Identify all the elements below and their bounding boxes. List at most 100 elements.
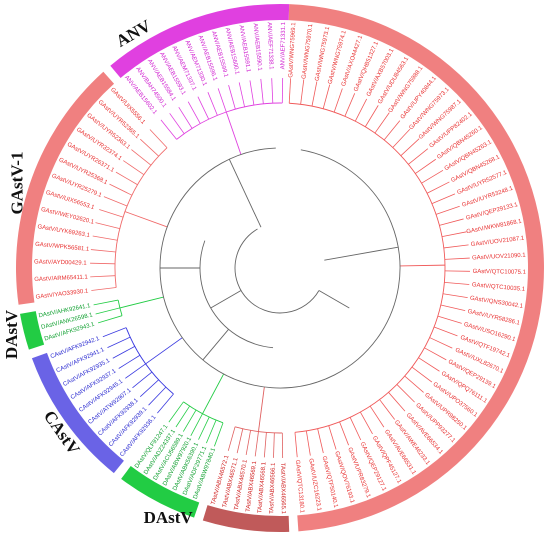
branch-tip xyxy=(178,107,193,129)
branch-tip xyxy=(90,262,116,265)
branch-tip xyxy=(97,315,123,324)
branch-tip xyxy=(207,92,218,116)
branch-tip xyxy=(228,84,236,110)
branch-tip xyxy=(439,218,464,226)
clade-label-dastv-green: DAstV xyxy=(144,508,194,527)
branch-tip xyxy=(388,392,406,412)
branch-tip xyxy=(379,399,395,420)
backbone-branch xyxy=(228,159,262,228)
clade-rings xyxy=(16,4,545,532)
branch-tip xyxy=(408,148,429,165)
leaf-label: GAstV/QTF50140.1 xyxy=(321,456,339,509)
leaf-label: GAstV/WNG75973.1 xyxy=(315,26,332,82)
clade-label-gastv-2: GAstV-2 xyxy=(547,246,550,309)
leaf-label: TAstV/ABX46568.1 xyxy=(257,461,267,513)
branch-tip xyxy=(349,417,362,441)
leaf-label: GAstV/ARM65411.1 xyxy=(34,275,88,284)
branch-tip xyxy=(95,222,120,229)
branch-tip xyxy=(206,419,217,444)
branch-tip xyxy=(102,327,127,338)
leaf-label: GAstV/UYR52365.1 xyxy=(97,99,141,140)
branch-tip xyxy=(441,231,467,237)
leaf-label: GAstV/YAO33930.1 xyxy=(35,288,89,300)
leaf-label: GAstV/AYD00429.1 xyxy=(34,259,87,266)
clade-label-tastv: TAstV xyxy=(223,530,271,534)
branch-tip xyxy=(322,84,331,109)
branch-tip xyxy=(103,196,128,207)
branch-tip xyxy=(263,432,267,458)
branch-tip xyxy=(418,357,440,372)
branch-tip xyxy=(249,80,255,106)
branch-tip xyxy=(245,430,251,456)
backbone-arc xyxy=(159,147,401,389)
leaf-label: GAstV/UZC16223.1 xyxy=(307,458,321,512)
leaf-label: TAstV/ABX46565.1 xyxy=(279,463,286,515)
branch-tip xyxy=(198,416,210,440)
branch-tip xyxy=(333,88,343,113)
branch-tip xyxy=(90,249,116,253)
branch-tip xyxy=(344,93,356,117)
backbone-branch xyxy=(202,328,229,361)
leaf-label: GAstV/QNS30042.1 xyxy=(469,296,524,310)
branch-tip xyxy=(421,169,444,184)
branch-tip xyxy=(364,105,379,127)
branch-tip xyxy=(311,81,318,107)
leaf-label: GAstV/AVE66534.1 xyxy=(405,412,444,456)
leaf-label: ANV/AEB15591.1 xyxy=(238,25,252,74)
branch-tip xyxy=(90,275,116,278)
branch-tip xyxy=(440,304,466,312)
branch-tip xyxy=(214,422,224,447)
branch-stem xyxy=(119,296,164,309)
ring-castv xyxy=(31,352,124,474)
leaf-label: GAstV/UOV21087.1 xyxy=(471,236,526,249)
branch-tip xyxy=(132,371,153,389)
branch-tip xyxy=(328,425,337,450)
branch-tip xyxy=(396,384,415,403)
leaf-label: GAstV/WEY02620.1 xyxy=(40,207,95,226)
leaf-label: ANV/AEB15590.1 xyxy=(252,23,263,72)
branch-tip xyxy=(169,113,185,134)
branch-tip xyxy=(123,160,145,176)
leaf-labels: GAstV/WNG75969.1 GAstV/WNG75970.1 GAstV/WN… xyxy=(34,21,527,514)
branch-tip xyxy=(273,432,275,458)
branch-tip xyxy=(305,430,311,456)
branch-tip xyxy=(148,386,167,406)
branch-tip xyxy=(442,293,468,299)
leaf-label: GAstV/WNG75988.1 xyxy=(388,65,425,114)
ring-dastv-green xyxy=(121,466,200,518)
clade-label-gastv-1: GAstV-1 xyxy=(7,152,26,215)
branch-tip xyxy=(431,193,456,205)
branch-tip xyxy=(426,181,450,194)
branch-tip xyxy=(187,101,201,124)
branch-tip xyxy=(404,375,424,393)
ring-gastv-1 xyxy=(16,71,115,305)
branch-tip xyxy=(444,257,470,260)
branch-tip xyxy=(112,345,135,359)
branch-tip xyxy=(429,337,453,349)
branch-tip xyxy=(227,426,236,451)
branch-stem xyxy=(399,264,445,267)
leaf-label: GAstV/QTC10075.1 xyxy=(473,269,527,276)
branch-tip xyxy=(400,138,420,156)
branch-tip xyxy=(383,120,401,141)
branch-tip xyxy=(182,409,197,432)
branch-stem xyxy=(124,211,168,228)
leaf-label: GAstV/UOV21090.1 xyxy=(472,253,527,262)
branch-tip xyxy=(444,281,470,285)
leaf-label: GAstV/AWE46233.1 xyxy=(393,420,431,467)
branch-tip xyxy=(433,326,458,337)
branch-tip xyxy=(288,78,292,104)
branch-tip xyxy=(107,336,131,348)
branch-tip xyxy=(190,413,203,436)
branch-stem xyxy=(202,373,225,414)
branch-tip xyxy=(115,171,138,186)
branch-tip xyxy=(149,129,168,148)
backbone-arc xyxy=(199,240,274,349)
branch-tip xyxy=(91,287,117,291)
leaf-label: TAstV/ABX46566.1 xyxy=(269,462,277,514)
leaf-label: GAstV/WPK56581.1 xyxy=(35,242,90,253)
branch-stem xyxy=(225,111,242,155)
leaf-label: GAstV/UPP93277.1 xyxy=(414,402,456,444)
branch-tip xyxy=(168,401,184,423)
branch-tip xyxy=(157,393,174,414)
